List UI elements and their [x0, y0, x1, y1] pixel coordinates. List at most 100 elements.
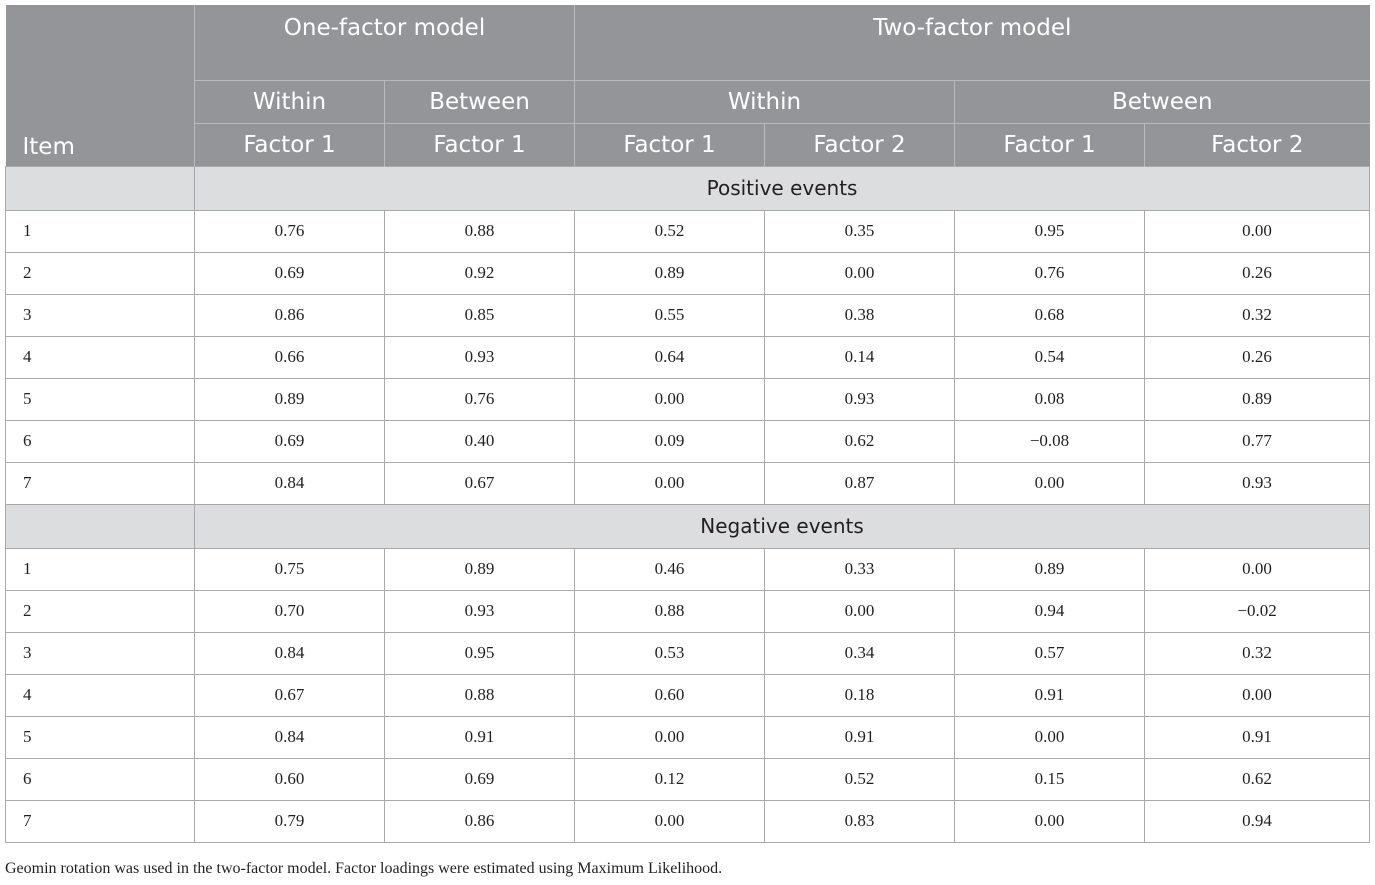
loading-value-cell: 0.87 [764, 461, 956, 505]
loading-value-cell: 0.67 [383, 461, 576, 505]
loading-value-cell: 0.46 [574, 547, 766, 591]
table-header: Item One-factor model Two-factor model W… [5, 5, 1370, 166]
loading-value-cell: 0.83 [764, 799, 956, 843]
loading-value-cell: 0.67 [194, 673, 385, 717]
table-footnote: Geomin rotation was used in the two-fact… [5, 860, 723, 877]
loading-value-cell: 0.91 [1144, 715, 1371, 759]
loading-value-cell: −0.02 [1144, 589, 1371, 633]
table-row: 2 0.69 0.92 0.89 0.00 0.76 0.26 [5, 251, 1371, 295]
item-number-cell: 7 [5, 799, 195, 843]
loading-value-cell: 0.93 [1144, 461, 1371, 505]
loading-value-cell: 0.77 [1144, 419, 1371, 463]
loading-value-cell: 0.88 [574, 589, 766, 633]
section-empty-cell [5, 165, 195, 211]
loading-value-cell: 0.75 [194, 547, 385, 591]
section-header-row: Negative events [5, 503, 1371, 549]
loading-value-cell: 0.53 [574, 631, 766, 675]
loading-value-cell: 0.33 [764, 547, 956, 591]
loading-value-cell: 0.85 [383, 293, 576, 337]
loading-value-cell: 0.12 [574, 757, 766, 801]
item-number-cell: 2 [5, 589, 195, 633]
table-row: 1 0.76 0.88 0.52 0.35 0.95 0.00 [5, 209, 1371, 253]
section-empty-cell [5, 503, 195, 549]
section-title: Positive events [193, 165, 1371, 211]
loading-value-cell: 0.69 [194, 419, 385, 463]
loading-value-cell: 0.86 [383, 799, 576, 843]
item-number-cell: 3 [5, 631, 195, 675]
loading-value-cell: 0.93 [383, 335, 576, 379]
loading-value-cell: 0.93 [383, 589, 576, 633]
loading-value-cell: 0.00 [954, 799, 1146, 843]
loading-value-cell: 0.15 [954, 757, 1146, 801]
table-row: 5 0.89 0.76 0.00 0.93 0.08 0.89 [5, 377, 1371, 421]
item-number-cell: 4 [5, 335, 195, 379]
loading-value-cell: 0.00 [574, 799, 766, 843]
item-number-cell: 5 [5, 715, 195, 759]
loading-value-cell: 0.66 [194, 335, 385, 379]
item-number-cell: 1 [5, 209, 195, 253]
table-row: 5 0.84 0.91 0.00 0.91 0.00 0.91 [5, 715, 1371, 759]
loading-value-cell: 0.95 [383, 631, 576, 675]
loading-value-cell: 0.69 [383, 757, 576, 801]
loading-value-cell: 0.18 [764, 673, 956, 717]
loading-value-cell: 0.62 [1144, 757, 1371, 801]
loading-value-cell: 0.91 [954, 673, 1146, 717]
table-row: 7 0.84 0.67 0.00 0.87 0.00 0.93 [5, 461, 1371, 505]
loading-value-cell: 0.86 [194, 293, 385, 337]
table-row: 6 0.69 0.40 0.09 0.62 −0.08 0.77 [5, 419, 1371, 463]
table-row: 2 0.70 0.93 0.88 0.00 0.94 −0.02 [5, 589, 1371, 633]
factor-column-header: Factor 2 [1144, 122, 1370, 166]
loading-value-cell: 0.64 [574, 335, 766, 379]
item-number-cell: 6 [5, 757, 195, 801]
loading-value-cell: 0.00 [954, 461, 1146, 505]
loading-value-cell: 0.00 [574, 377, 766, 421]
loading-value-cell: 0.84 [194, 631, 385, 675]
item-number-cell: 4 [5, 673, 195, 717]
loading-value-cell: 0.88 [383, 673, 576, 717]
one-factor-model-header: One-factor model [193, 5, 575, 80]
section-header-row: Positive events [5, 165, 1371, 211]
table-row: 7 0.79 0.86 0.00 0.83 0.00 0.94 [5, 799, 1371, 843]
loading-value-cell: 0.91 [764, 715, 956, 759]
two-factor-between-header: Between [954, 79, 1370, 123]
item-number-cell: 5 [5, 377, 195, 421]
loading-value-cell: 0.76 [194, 209, 385, 253]
loading-value-cell: 0.76 [383, 377, 576, 421]
loading-value-cell: 0.32 [1144, 631, 1371, 675]
table-row: 1 0.75 0.89 0.46 0.33 0.89 0.00 [5, 547, 1371, 591]
loading-value-cell: 0.94 [1144, 799, 1371, 843]
loading-value-cell: 0.35 [764, 209, 956, 253]
loading-value-cell: 0.38 [764, 293, 956, 337]
loading-value-cell: 0.54 [954, 335, 1146, 379]
loading-value-cell: 0.94 [954, 589, 1146, 633]
table-row: 3 0.86 0.85 0.55 0.38 0.68 0.32 [5, 293, 1371, 337]
two-factor-model-header: Two-factor model [574, 5, 1370, 80]
factor-column-header: Factor 1 [954, 122, 1145, 166]
loading-value-cell: 0.57 [954, 631, 1146, 675]
one-factor-within-header: Within [194, 79, 385, 123]
loading-value-cell: 0.09 [574, 419, 766, 463]
loading-value-cell: 0.89 [1144, 377, 1371, 421]
table-body: Positive events 1 0.76 0.88 0.52 0.35 0.95 0.00… [5, 165, 1371, 843]
item-number-cell: 1 [5, 547, 195, 591]
loading-value-cell: 0.79 [194, 799, 385, 843]
two-factor-within-header: Within [574, 79, 955, 123]
loading-value-cell: 0.89 [194, 377, 385, 421]
factor-column-header: Factor 1 [574, 122, 765, 166]
loading-value-cell: 0.40 [383, 419, 576, 463]
item-column-header: Item [5, 5, 195, 166]
loading-value-cell: 0.76 [954, 251, 1146, 295]
loading-value-cell: 0.60 [194, 757, 385, 801]
section-title: Negative events [193, 503, 1371, 549]
loading-value-cell: 0.89 [574, 251, 766, 295]
loading-value-cell: 0.26 [1144, 251, 1371, 295]
loading-value-cell: 0.08 [954, 377, 1146, 421]
loading-value-cell: 0.00 [764, 251, 956, 295]
loading-value-cell: 0.68 [954, 293, 1146, 337]
item-number-cell: 7 [5, 461, 195, 505]
loading-value-cell: −0.08 [954, 419, 1146, 463]
loading-value-cell: 0.95 [954, 209, 1146, 253]
loading-value-cell: 0.70 [194, 589, 385, 633]
item-number-cell: 2 [5, 251, 195, 295]
loading-value-cell: 0.00 [1144, 547, 1371, 591]
